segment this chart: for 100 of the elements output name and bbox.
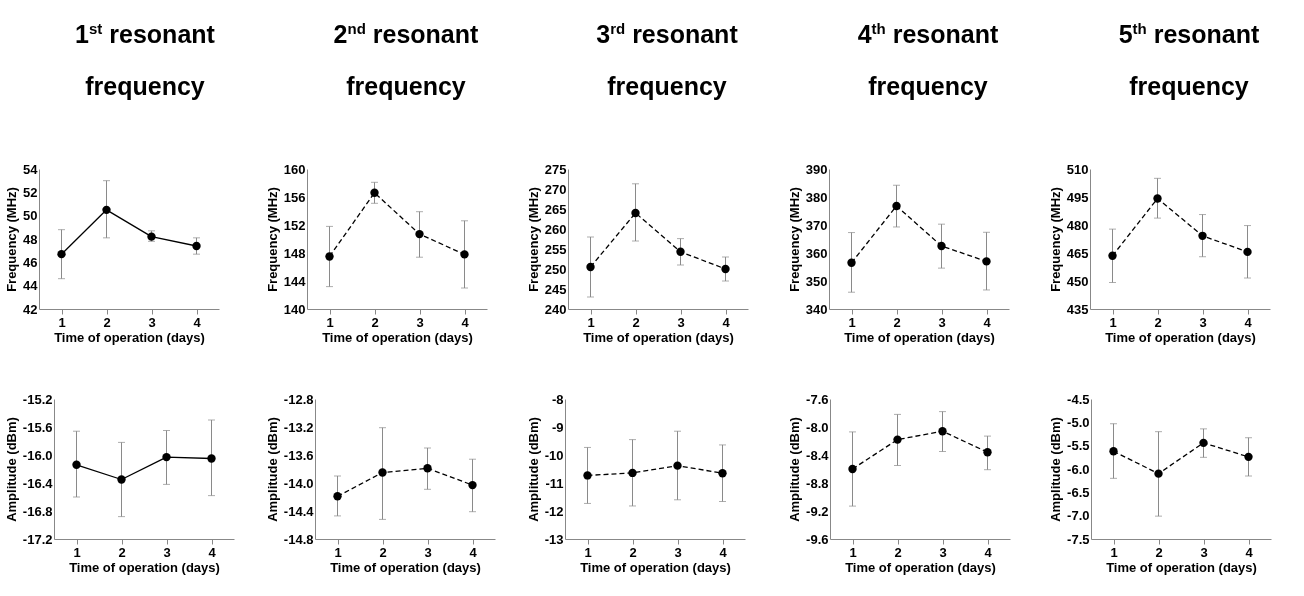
y-tick-label: 52 xyxy=(23,184,38,200)
x-tick-label: 2 xyxy=(1155,544,1163,560)
point xyxy=(847,258,856,267)
point xyxy=(57,249,66,259)
y-tick-label: -5.5 xyxy=(1067,438,1090,454)
chart-title: 4$^{th}$ resonant frequency xyxy=(856,18,1000,102)
y-tick-label: 140 xyxy=(283,301,306,317)
x-tick-label: 4 xyxy=(983,314,992,330)
x-tick-label: 3 xyxy=(1199,314,1207,330)
point xyxy=(415,229,424,239)
point xyxy=(983,448,992,457)
y-tick-label: -13 xyxy=(544,531,564,547)
y-tick-label: 275 xyxy=(544,161,567,177)
y-tick-label: 260 xyxy=(544,221,567,237)
y-tick-label: 160 xyxy=(283,161,306,177)
x-tick-label: 2 xyxy=(629,544,637,560)
point xyxy=(1109,447,1118,456)
point xyxy=(848,464,857,474)
y-tick-label: -13.2 xyxy=(283,419,314,435)
point xyxy=(938,427,947,436)
y-tick-label: -14.8 xyxy=(283,531,314,547)
y-tick-label: 144 xyxy=(283,273,307,289)
x-tick-label: 4 xyxy=(719,544,728,560)
point xyxy=(893,435,902,444)
x-tick-label: 3 xyxy=(163,544,171,560)
y-tick-label: -13.6 xyxy=(283,447,314,463)
point xyxy=(1154,469,1163,478)
x-axis-title: Time of operation (days) xyxy=(54,329,205,345)
x-tick-label: 2 xyxy=(893,314,901,330)
y-tick-label: 240 xyxy=(544,301,567,317)
y-tick-label: 435 xyxy=(1066,301,1089,317)
y-tick-label: 44 xyxy=(23,278,39,294)
point xyxy=(102,205,111,215)
point xyxy=(583,471,592,480)
y-axis-title: Amplitude (dBm) xyxy=(3,417,19,522)
x-axis-title: Time of operation (days) xyxy=(1106,559,1257,575)
y-tick-label: 360 xyxy=(805,245,828,261)
y-tick-label: 255 xyxy=(544,241,567,257)
y-tick-label: -7.6 xyxy=(806,391,829,407)
x-axis-title: Time of operation (days) xyxy=(844,329,995,345)
y-tick-label: 245 xyxy=(544,281,567,297)
point xyxy=(333,492,342,501)
point xyxy=(1243,247,1252,257)
x-axis-title: Time of operation (days) xyxy=(1105,329,1256,345)
y-tick-label: -17.2 xyxy=(22,531,53,547)
x-tick-label: 3 xyxy=(939,544,947,560)
y-tick-label: 152 xyxy=(283,217,306,233)
y-tick-label: -8.8 xyxy=(806,475,829,491)
x-tick-label: 2 xyxy=(632,314,640,330)
point xyxy=(460,250,469,259)
y-tick-label: -9.6 xyxy=(806,531,829,547)
point xyxy=(117,475,126,484)
y-tick-label: -12 xyxy=(544,503,564,519)
point xyxy=(718,469,727,478)
point xyxy=(721,264,730,274)
x-tick-label: 4 xyxy=(984,544,993,560)
point xyxy=(325,252,334,261)
point xyxy=(1153,194,1162,203)
y-tick-label: 48 xyxy=(23,231,38,247)
chart-title: 1$^{st}$ resonant frequency xyxy=(74,18,216,102)
y-tick-label: -8.0 xyxy=(806,419,829,435)
x-tick-label: 1 xyxy=(1109,314,1117,330)
x-axis-title: Time of operation (days) xyxy=(69,559,220,575)
y-tick-label: 46 xyxy=(23,254,38,270)
y-tick-label: -11 xyxy=(545,475,564,491)
y-tick-label: 156 xyxy=(283,189,306,205)
x-tick-label: 1 xyxy=(334,544,342,560)
point xyxy=(72,460,81,469)
y-axis-title: Amplitude (dBm) xyxy=(525,417,541,522)
point xyxy=(468,480,477,490)
point xyxy=(423,464,432,473)
point xyxy=(1244,452,1253,462)
y-tick-label: -8 xyxy=(551,391,564,407)
y-tick-label: 54 xyxy=(23,161,39,177)
x-axis-title: Time of operation (days) xyxy=(330,559,481,575)
x-tick-label: 1 xyxy=(326,314,334,330)
x-tick-label: 2 xyxy=(118,544,126,560)
y-tick-label: 50 xyxy=(23,208,38,224)
y-tick-label: -16.8 xyxy=(22,503,53,519)
x-tick-label: 3 xyxy=(674,544,682,560)
y-tick-label: -7.5 xyxy=(1067,531,1090,547)
y-tick-label: -6.5 xyxy=(1067,484,1090,500)
y-tick-label: 265 xyxy=(544,201,567,217)
x-axis-title: Time of operation (days) xyxy=(583,329,734,345)
y-tick-label: 42 xyxy=(23,301,38,317)
x-tick-label: 1 xyxy=(587,314,595,330)
y-tick-label: 380 xyxy=(805,189,828,205)
x-tick-label: 3 xyxy=(677,314,685,330)
point xyxy=(378,468,387,477)
point xyxy=(631,208,640,218)
y-axis-title: Frequency (MHz) xyxy=(525,187,541,292)
x-tick-label: 2 xyxy=(371,314,379,330)
point xyxy=(192,241,201,251)
point xyxy=(628,468,637,478)
point xyxy=(370,188,379,197)
point xyxy=(1199,438,1208,448)
y-tick-label: -7.0 xyxy=(1067,508,1090,524)
y-tick-label: -4.5 xyxy=(1067,391,1090,407)
y-tick-label: 450 xyxy=(1066,273,1089,289)
y-tick-label: 370 xyxy=(805,217,828,233)
